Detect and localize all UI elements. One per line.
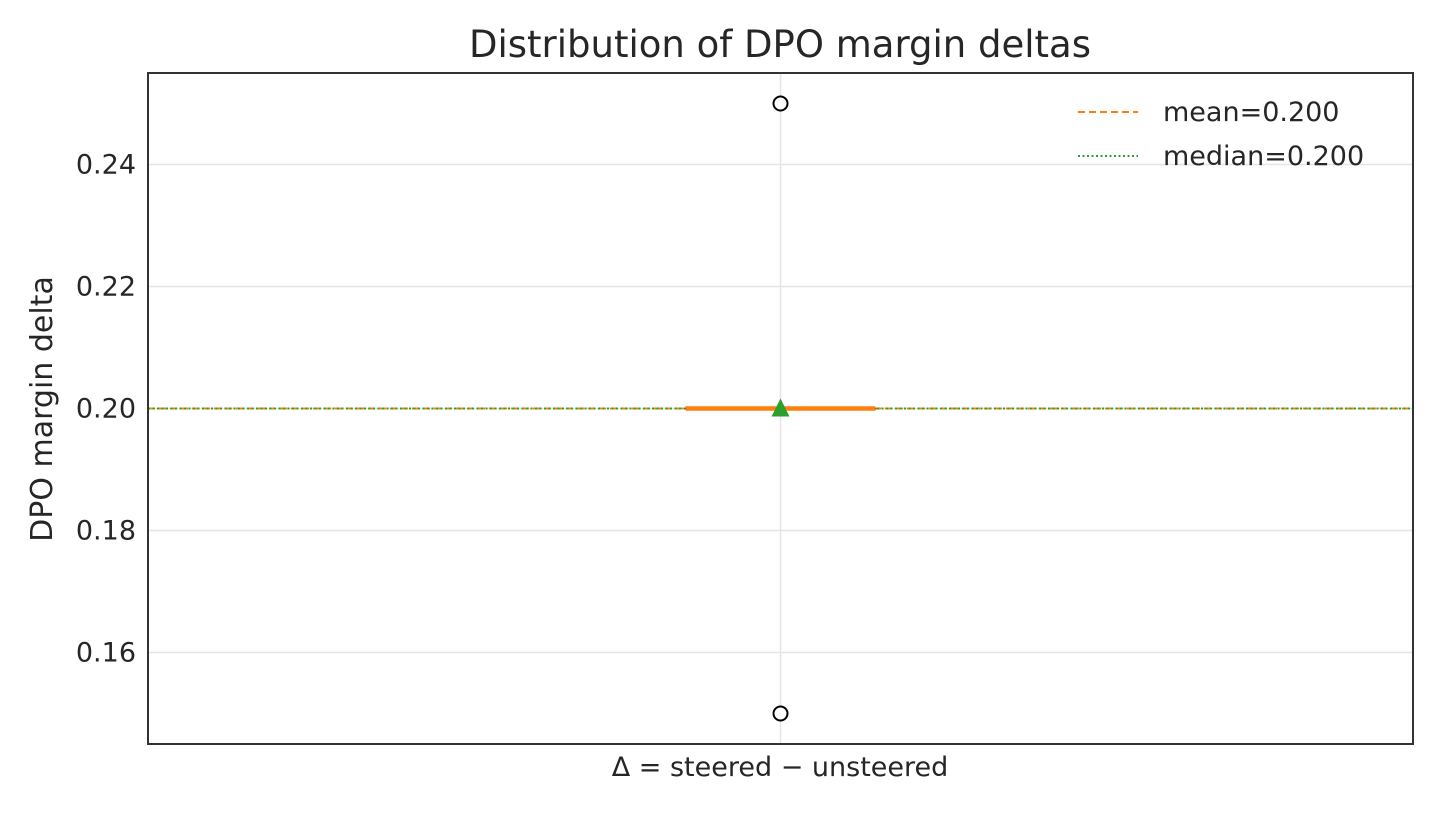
- chart-title: Distribution of DPO margin deltas: [469, 23, 1091, 66]
- y-tick-label: 0.20: [76, 394, 136, 425]
- legend-label: mean=0.200: [1163, 97, 1340, 128]
- y-tick-label: 0.24: [76, 150, 136, 181]
- x-axis-label: Δ = steered − unsteered: [612, 752, 949, 783]
- y-tick-label: 0.22: [76, 272, 136, 303]
- legend: mean=0.200 median=0.200: [1078, 97, 1364, 172]
- outlier-point: [774, 707, 788, 721]
- y-ticks: 0.16 0.18 0.20 0.22 0.24: [76, 150, 136, 669]
- outlier-point: [774, 97, 788, 111]
- y-axis-label: DPO margin delta: [25, 276, 60, 542]
- y-tick-label: 0.18: [76, 516, 136, 547]
- legend-label: median=0.200: [1163, 141, 1364, 172]
- y-tick-label: 0.16: [76, 638, 136, 669]
